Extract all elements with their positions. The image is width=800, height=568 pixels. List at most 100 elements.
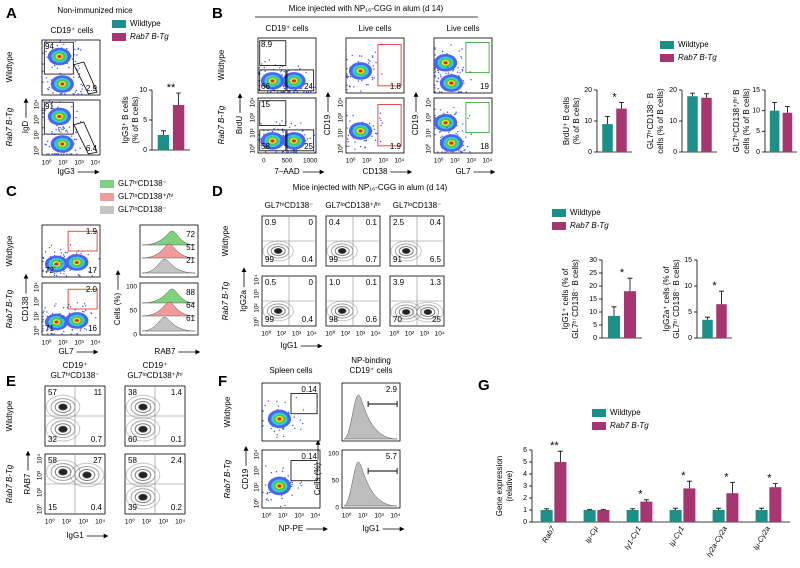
significance: * — [620, 267, 625, 279]
density-contour — [60, 82, 65, 86]
row-label: Rab7 B-Tg — [5, 107, 14, 146]
event-dot — [277, 91, 279, 93]
contour-line — [54, 423, 72, 436]
gate-percent: 0.9 — [265, 218, 277, 227]
histogram — [141, 258, 196, 274]
column-header: GL7ˡᵒCD138⁻ — [393, 201, 442, 210]
gate-percent: 0.14 — [301, 452, 317, 461]
y-tick-label: 20 — [584, 87, 592, 94]
y-tick-label: 50 — [332, 478, 340, 485]
event-dot — [62, 306, 65, 309]
event-dot — [56, 153, 58, 155]
error-bar — [557, 450, 563, 462]
x-axis-label: IgG1 — [362, 524, 380, 533]
event-dot — [44, 109, 47, 111]
error-bar — [605, 115, 610, 125]
error-bar — [686, 480, 692, 489]
gate — [377, 104, 402, 147]
y-tick-label: 10 — [669, 118, 677, 125]
event-dot — [434, 47, 436, 49]
event-dot — [77, 69, 79, 72]
event-dot — [461, 48, 463, 50]
y-axis-label: GL7ʰⁱCD138⁻ B — [646, 93, 655, 149]
label: Mice injected with NP₁₆-CGG in alum (d 1… — [289, 4, 444, 13]
event-dot — [381, 73, 383, 75]
event-dot — [375, 61, 377, 64]
x-tick-label: 10⁴ — [394, 158, 404, 165]
event-dot — [85, 309, 87, 312]
event-dot — [461, 130, 464, 132]
event-dot — [434, 127, 436, 130]
event-dot — [62, 126, 64, 128]
gate-label: CD19⁺ cells — [350, 366, 393, 375]
event-dot — [448, 131, 450, 134]
x-tick-label: 10³ — [378, 158, 388, 165]
y-tick-label: 10⁴ — [37, 454, 44, 464]
legend-label: Wildtype — [678, 40, 709, 49]
event-dot — [56, 67, 59, 70]
event-dot — [81, 310, 84, 313]
y-tick-label: 1 — [523, 507, 527, 514]
y-axis-label: (% of B cells) — [572, 97, 581, 144]
gate — [465, 42, 490, 74]
y-tick-label: 10² — [34, 311, 41, 321]
y-tick-label: 10⁴ — [250, 97, 257, 107]
event-dot — [434, 76, 436, 78]
y-tick-label: 10² — [250, 128, 257, 138]
contour-line — [54, 466, 72, 478]
event-dot — [95, 317, 97, 319]
event-dot — [88, 270, 90, 273]
event-dot — [46, 311, 48, 313]
gate-percent: 0.7 — [91, 435, 103, 444]
density-contour — [291, 79, 296, 83]
error-bar — [772, 102, 778, 111]
y-tick-label: 5 — [143, 117, 147, 124]
y-axis-label: CD138 — [21, 296, 30, 321]
y-tick-label: 10⁰ — [425, 143, 433, 153]
bar — [172, 105, 185, 150]
event-dot — [42, 311, 44, 314]
event-dot — [359, 145, 362, 148]
legend-label: GL7ˡᵒCD138⁺/ʰⁱ — [118, 192, 173, 201]
density-contour — [60, 142, 65, 146]
gate-percent: 17 — [88, 266, 97, 275]
event-dot — [76, 54, 78, 56]
gate-percent: 99 — [265, 255, 274, 264]
gate-percent: 25 — [432, 315, 441, 324]
event-dot — [262, 410, 264, 412]
event-dot — [439, 109, 442, 111]
x-tick-label: 10⁴ — [307, 331, 317, 338]
event-dot — [434, 87, 436, 89]
y-tick-label: 4 — [523, 471, 527, 478]
event-dot — [258, 66, 261, 69]
legend-swatch — [112, 33, 126, 41]
event-dot — [48, 145, 51, 148]
bar — [583, 510, 596, 522]
event-dot — [66, 153, 68, 155]
event-dot — [69, 153, 71, 155]
event-dot — [74, 309, 77, 311]
gate-percent: 19 — [480, 82, 489, 91]
event-dot — [450, 44, 452, 46]
legend-swatch — [552, 222, 566, 230]
event-dot — [276, 400, 278, 403]
y-tick-label: 5 — [756, 128, 760, 135]
event-dot — [51, 66, 53, 69]
event-dot — [42, 100, 44, 102]
event-dot — [354, 141, 356, 143]
event-dot — [282, 135, 285, 137]
y-tick-label: 10⁰ — [337, 143, 345, 153]
x-tick-label: 10⁴ — [390, 513, 400, 520]
column-header: CD19⁺ — [63, 361, 88, 370]
event-dot — [439, 130, 442, 133]
event-dot — [61, 92, 63, 95]
event-dot — [74, 60, 77, 63]
event-dot — [83, 303, 86, 305]
event-dot — [346, 145, 348, 147]
legend-label: Wildtype — [130, 19, 161, 28]
event-dot — [447, 72, 450, 74]
event-dot — [94, 269, 97, 271]
event-dot — [64, 251, 67, 254]
event-dot — [434, 66, 437, 69]
event-dot — [63, 43, 65, 46]
